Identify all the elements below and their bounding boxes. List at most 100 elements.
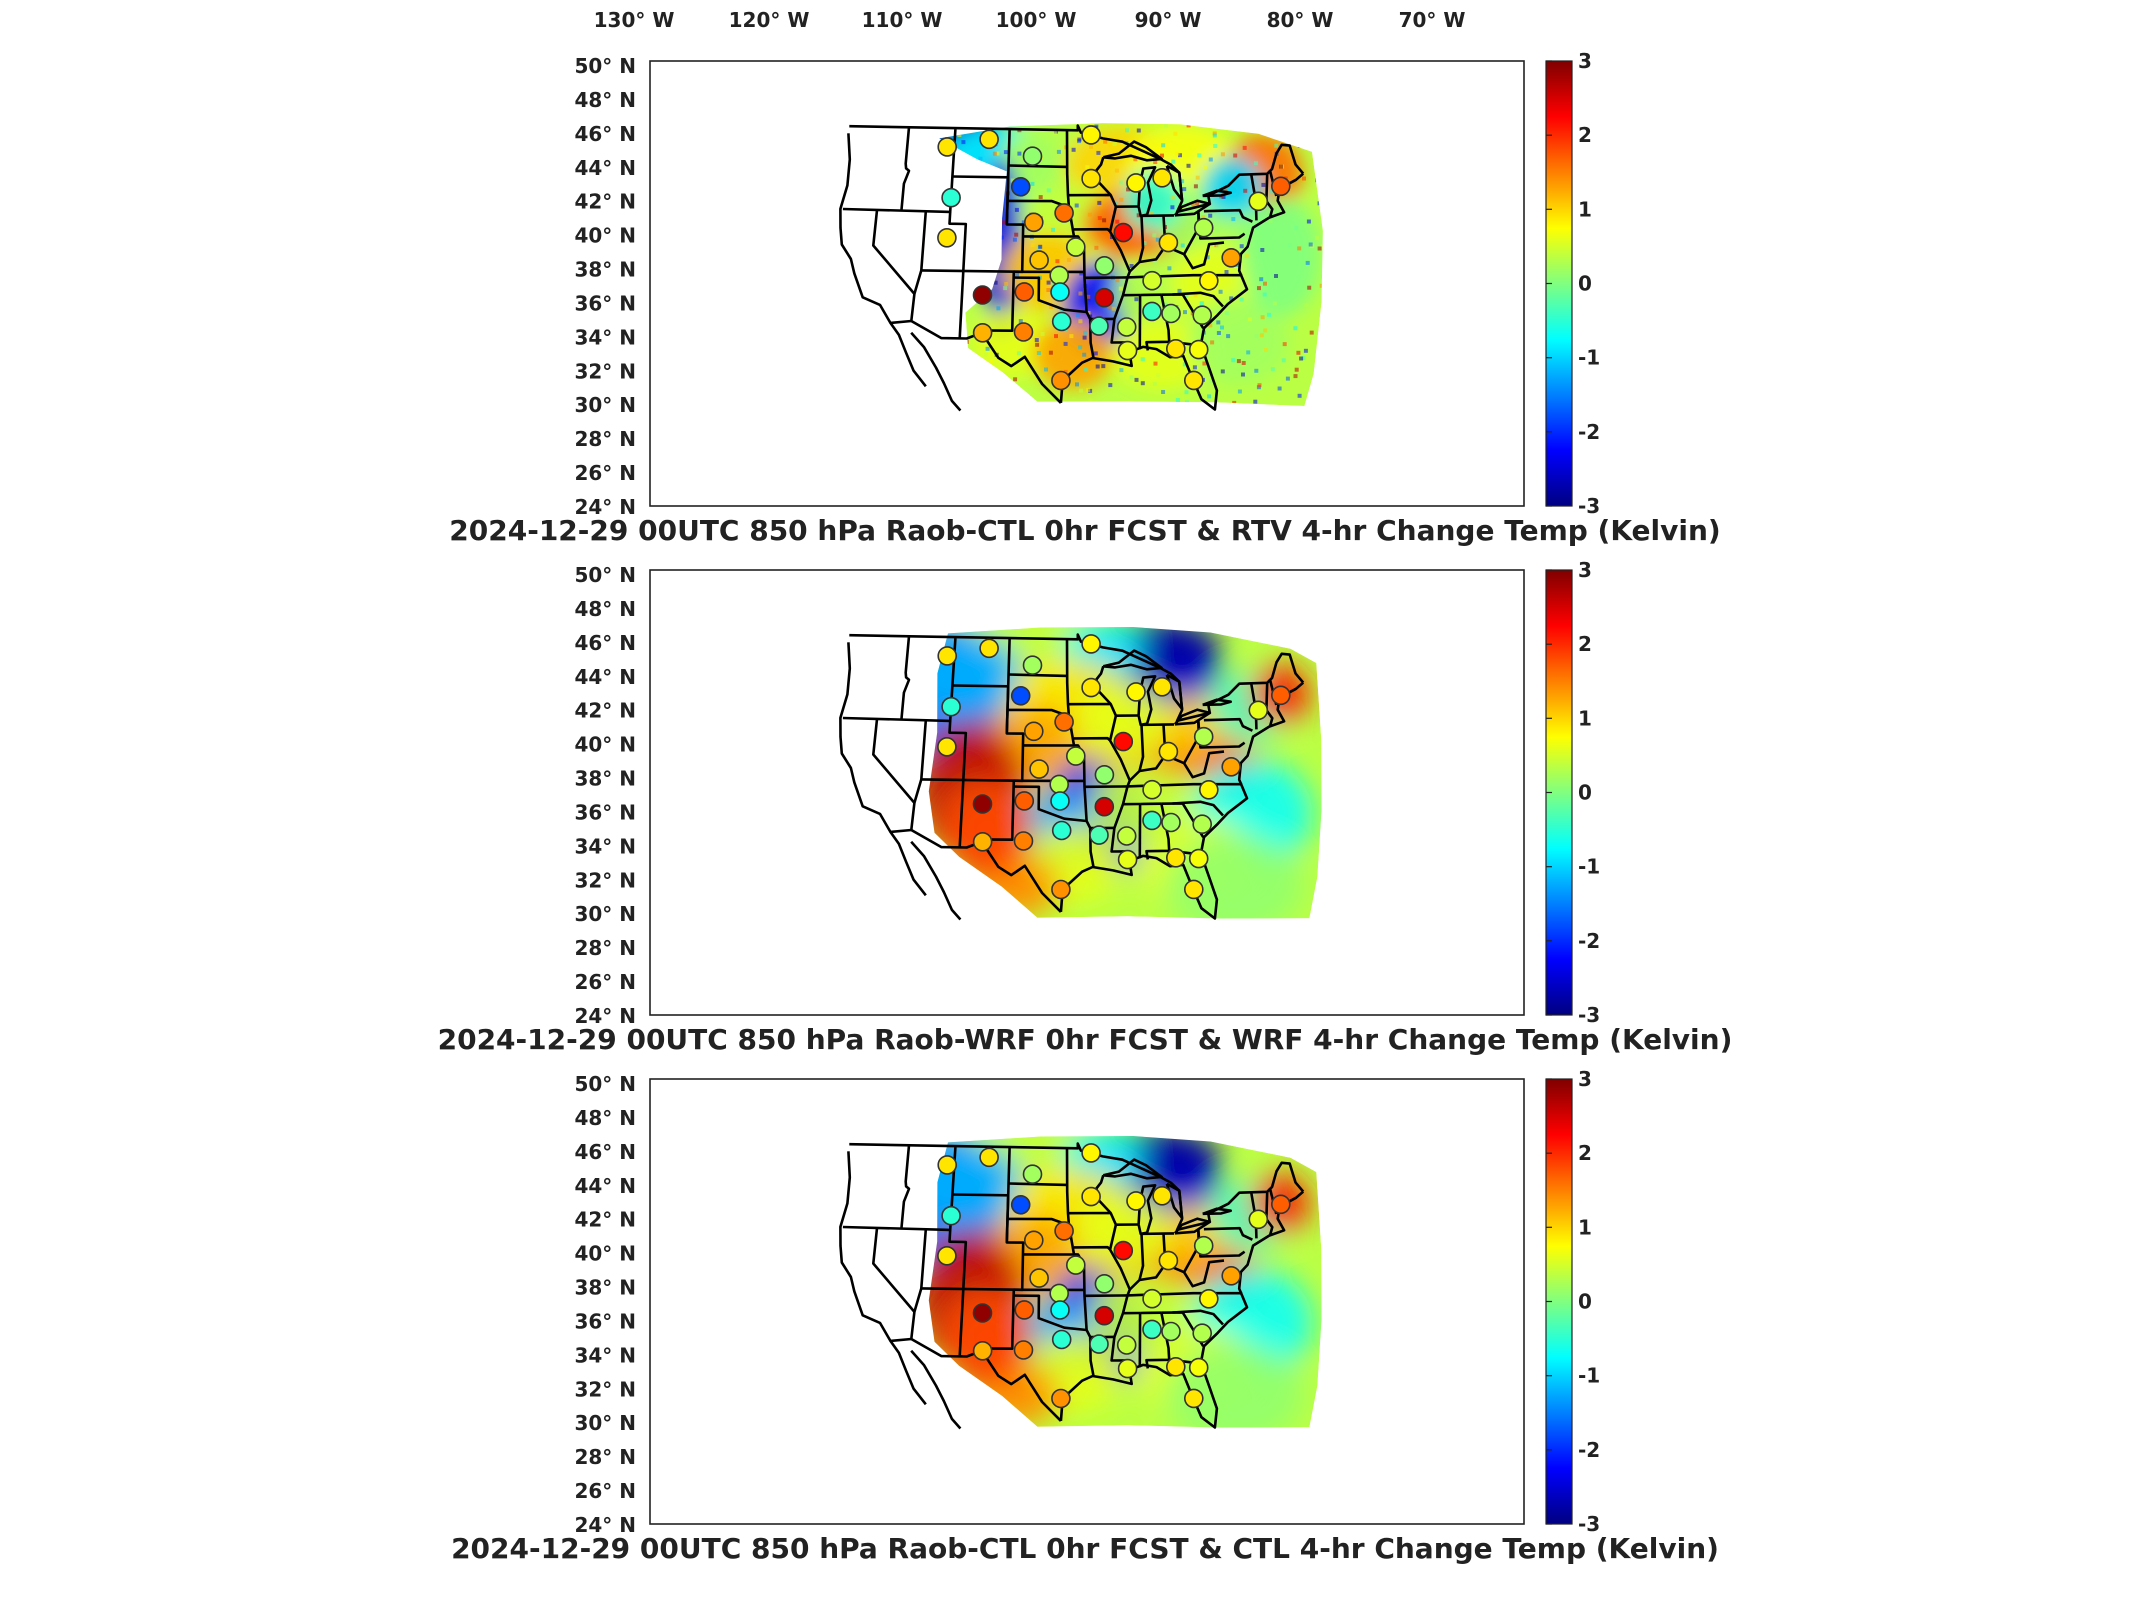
raob-station-marker <box>1055 713 1073 731</box>
raob-station-marker <box>1055 204 1073 222</box>
latitude-axis: 50° N48° N46° N44° N42° N40° N38° N36° N… <box>574 54 636 519</box>
latitude-tick-label: 44° N <box>574 156 636 180</box>
raob-station-marker <box>974 833 992 851</box>
raob-station-marker <box>1195 728 1213 746</box>
map-panel-1: 50° N48° N46° N44° N42° N40° N38° N36° N… <box>449 49 1720 547</box>
latitude-tick-label: 42° N <box>574 190 636 214</box>
colorbar-tick-label: 0 <box>1578 1290 1592 1314</box>
raob-station-marker <box>1082 170 1100 188</box>
raob-station-marker <box>942 698 960 716</box>
latitude-tick-label: 34° N <box>574 1343 636 1367</box>
boundary-line <box>911 720 926 830</box>
raob-station-marker <box>1127 1192 1145 1210</box>
raob-station-marker <box>974 1342 992 1360</box>
raob-station-marker <box>1050 266 1068 284</box>
raob-station-marker <box>974 795 992 813</box>
latitude-tick-label: 40° N <box>574 1242 636 1266</box>
latitude-tick-label: 48° N <box>574 88 636 112</box>
raob-station-marker <box>1025 722 1043 740</box>
raob-station-marker <box>1162 305 1180 323</box>
raob-station-marker <box>1185 1389 1203 1407</box>
raob-station-marker <box>1159 743 1177 761</box>
latitude-tick-label: 44° N <box>574 665 636 689</box>
colorbar-tick-label: 1 <box>1578 1215 1592 1239</box>
boundary-line <box>840 1151 925 1404</box>
boundary-line <box>901 128 909 211</box>
raob-station-marker <box>1272 177 1290 195</box>
raob-station-marker <box>1143 1290 1161 1308</box>
raob-station-marker <box>1095 1307 1113 1325</box>
raob-station-marker <box>1053 1331 1071 1349</box>
boundary-line <box>911 211 926 321</box>
field-blob <box>1164 835 1304 935</box>
raob-station-marker <box>1153 169 1171 187</box>
raob-station-marker <box>1052 372 1070 390</box>
raob-station-marker <box>1012 687 1030 705</box>
raob-station-marker <box>1143 302 1161 320</box>
panel-title: 2024-12-29 00UTC 850 hPa Raob-CTL 0hr FC… <box>451 1532 1719 1565</box>
boundary-line <box>873 1228 914 1312</box>
latitude-tick-label: 38° N <box>574 767 636 791</box>
raob-station-marker <box>942 1207 960 1225</box>
boundary-line <box>921 1288 1022 1289</box>
boundary-line <box>921 270 1022 271</box>
latitude-tick-label: 34° N <box>574 834 636 858</box>
raob-station-marker <box>1050 1284 1068 1302</box>
latitude-axis: 50° N48° N46° N44° N42° N40° N38° N36° N… <box>574 563 636 1028</box>
raob-station-marker <box>1272 686 1290 704</box>
colorbar-tick-label: 2 <box>1578 1141 1592 1165</box>
raob-station-marker <box>974 1304 992 1322</box>
colorbar-tick-label: -2 <box>1578 1438 1600 1462</box>
latitude-tick-label: 26° N <box>574 1479 636 1503</box>
latitude-tick-label: 26° N <box>574 970 636 994</box>
latitude-tick-label: 36° N <box>574 1310 636 1334</box>
raob-station-marker <box>1095 798 1113 816</box>
colorbar-tick-label: -1 <box>1578 346 1600 370</box>
raob-station-marker <box>1095 289 1113 307</box>
raob-station-marker <box>1159 1252 1177 1270</box>
boundary-line <box>873 719 914 803</box>
colorbar-tick-label: 3 <box>1578 49 1592 73</box>
latitude-tick-label: 46° N <box>574 631 636 655</box>
raob-station-marker <box>1055 1222 1073 1240</box>
latitude-tick-label: 30° N <box>574 1411 636 1435</box>
raob-station-marker <box>1090 826 1108 844</box>
raob-station-marker <box>1050 775 1068 793</box>
raob-station-marker <box>1095 257 1113 275</box>
raob-station-marker <box>1024 656 1042 674</box>
latitude-tick-label: 46° N <box>574 1140 636 1164</box>
raob-station-marker <box>1012 178 1030 196</box>
colorbar-tick-label: -2 <box>1578 420 1600 444</box>
raob-station-marker <box>1190 1359 1208 1377</box>
raob-station-marker <box>1090 317 1108 335</box>
latitude-tick-label: 44° N <box>574 1174 636 1198</box>
field-blob <box>1164 1344 1304 1444</box>
raob-station-marker <box>1082 1144 1100 1162</box>
raob-station-marker <box>1024 1165 1042 1183</box>
colorbar-tick-label: 0 <box>1578 272 1592 296</box>
raob-station-marker <box>1200 1290 1218 1308</box>
raob-station-marker <box>1118 827 1136 845</box>
raob-station-marker <box>1053 822 1071 840</box>
raob-station-marker <box>1249 1210 1267 1228</box>
raob-station-marker <box>1153 1187 1171 1205</box>
raob-station-marker <box>1030 760 1048 778</box>
latitude-tick-label: 48° N <box>574 1106 636 1130</box>
raob-station-marker <box>980 639 998 657</box>
latitude-tick-label: 48° N <box>574 597 636 621</box>
latitude-tick-label: 32° N <box>574 359 636 383</box>
raob-station-marker <box>1067 747 1085 765</box>
latitude-tick-label: 40° N <box>574 733 636 757</box>
raob-station-marker <box>1025 213 1043 231</box>
raob-station-marker <box>1015 1301 1033 1319</box>
raob-station-marker <box>1249 701 1267 719</box>
latitude-tick-label: 30° N <box>574 393 636 417</box>
raob-station-marker <box>1052 1390 1070 1408</box>
raob-station-marker <box>1159 234 1177 252</box>
raob-station-marker <box>1143 811 1161 829</box>
raob-station-marker <box>1067 238 1085 256</box>
raob-station-marker <box>1222 758 1240 776</box>
